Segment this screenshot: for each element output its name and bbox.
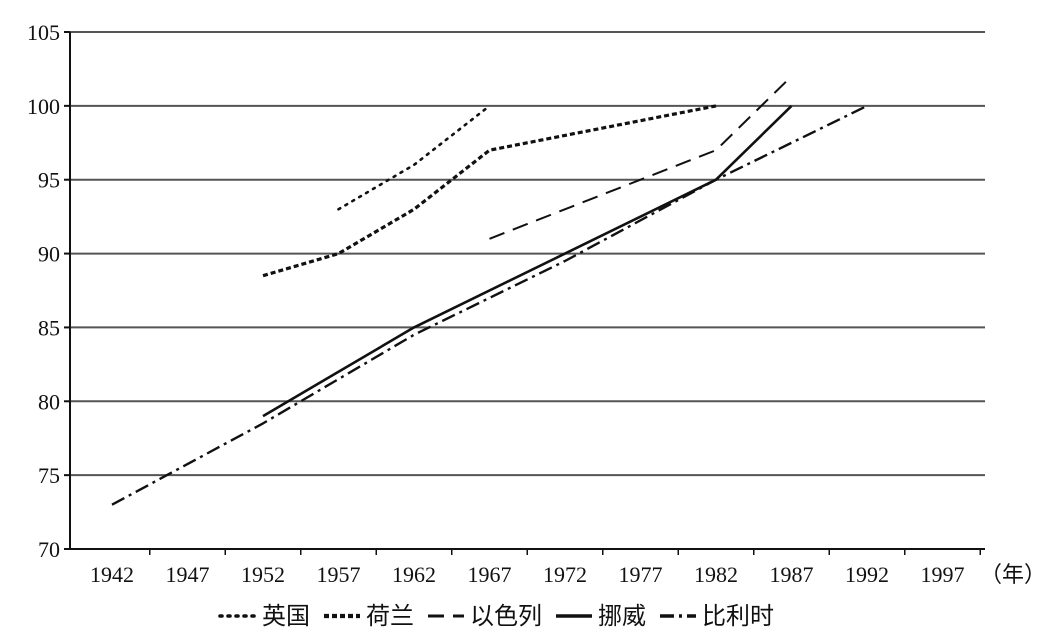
x-tick-label: 1952 bbox=[241, 562, 285, 587]
y-tick-label: 95 bbox=[38, 168, 60, 193]
axes bbox=[69, 32, 985, 550]
y-tick-label: 75 bbox=[38, 463, 60, 488]
series-line-2 bbox=[262, 104, 717, 278]
series-line-1 bbox=[337, 104, 491, 211]
x-tick-label: 1947 bbox=[166, 562, 210, 587]
y-tick-label: 100 bbox=[27, 94, 60, 119]
x-tick-label: 1992 bbox=[845, 562, 889, 587]
y-tick-label: 85 bbox=[38, 315, 60, 340]
x-tick-label: 1962 bbox=[392, 562, 436, 587]
x-tick-label: 1982 bbox=[694, 562, 738, 587]
x-tick-label: 1957 bbox=[317, 562, 361, 587]
y-tick-label: 105 bbox=[27, 20, 60, 45]
grid-lines bbox=[70, 31, 985, 477]
x-tick-label: 1967 bbox=[468, 562, 512, 587]
legend: 英国 荷兰 以色列 挪威 比利时 bbox=[218, 603, 774, 630]
x-tick-labels: 1942 1947 1952 1957 1962 1967 1972 1977 1982 1987… bbox=[90, 549, 981, 587]
x-tick-label: 1977 bbox=[619, 562, 663, 587]
series-line-4 bbox=[262, 104, 793, 418]
x-tick-label: 1997 bbox=[921, 562, 965, 587]
y-tick-label: 70 bbox=[38, 537, 60, 562]
legend-label: 以色列 bbox=[470, 603, 542, 630]
legend-label: 比利时 bbox=[702, 603, 774, 630]
series-line-5 bbox=[111, 104, 868, 506]
x-tick-label: 1972 bbox=[543, 562, 587, 587]
x-axis-unit-label: （年） bbox=[980, 562, 1046, 587]
y-tick-labels: 70 75 80 85 90 95 100 105 bbox=[27, 20, 70, 562]
legend-label: 英国 bbox=[262, 603, 310, 630]
legend-label: 挪威 bbox=[598, 603, 646, 630]
y-tick-label: 80 bbox=[38, 389, 60, 414]
x-tick-label: 1942 bbox=[90, 562, 134, 587]
series-line-3 bbox=[489, 75, 793, 240]
legend-label: 荷兰 bbox=[366, 603, 414, 630]
series-lines bbox=[111, 75, 868, 506]
x-tick-label: 1987 bbox=[770, 562, 814, 587]
y-tick-label: 90 bbox=[38, 242, 60, 267]
